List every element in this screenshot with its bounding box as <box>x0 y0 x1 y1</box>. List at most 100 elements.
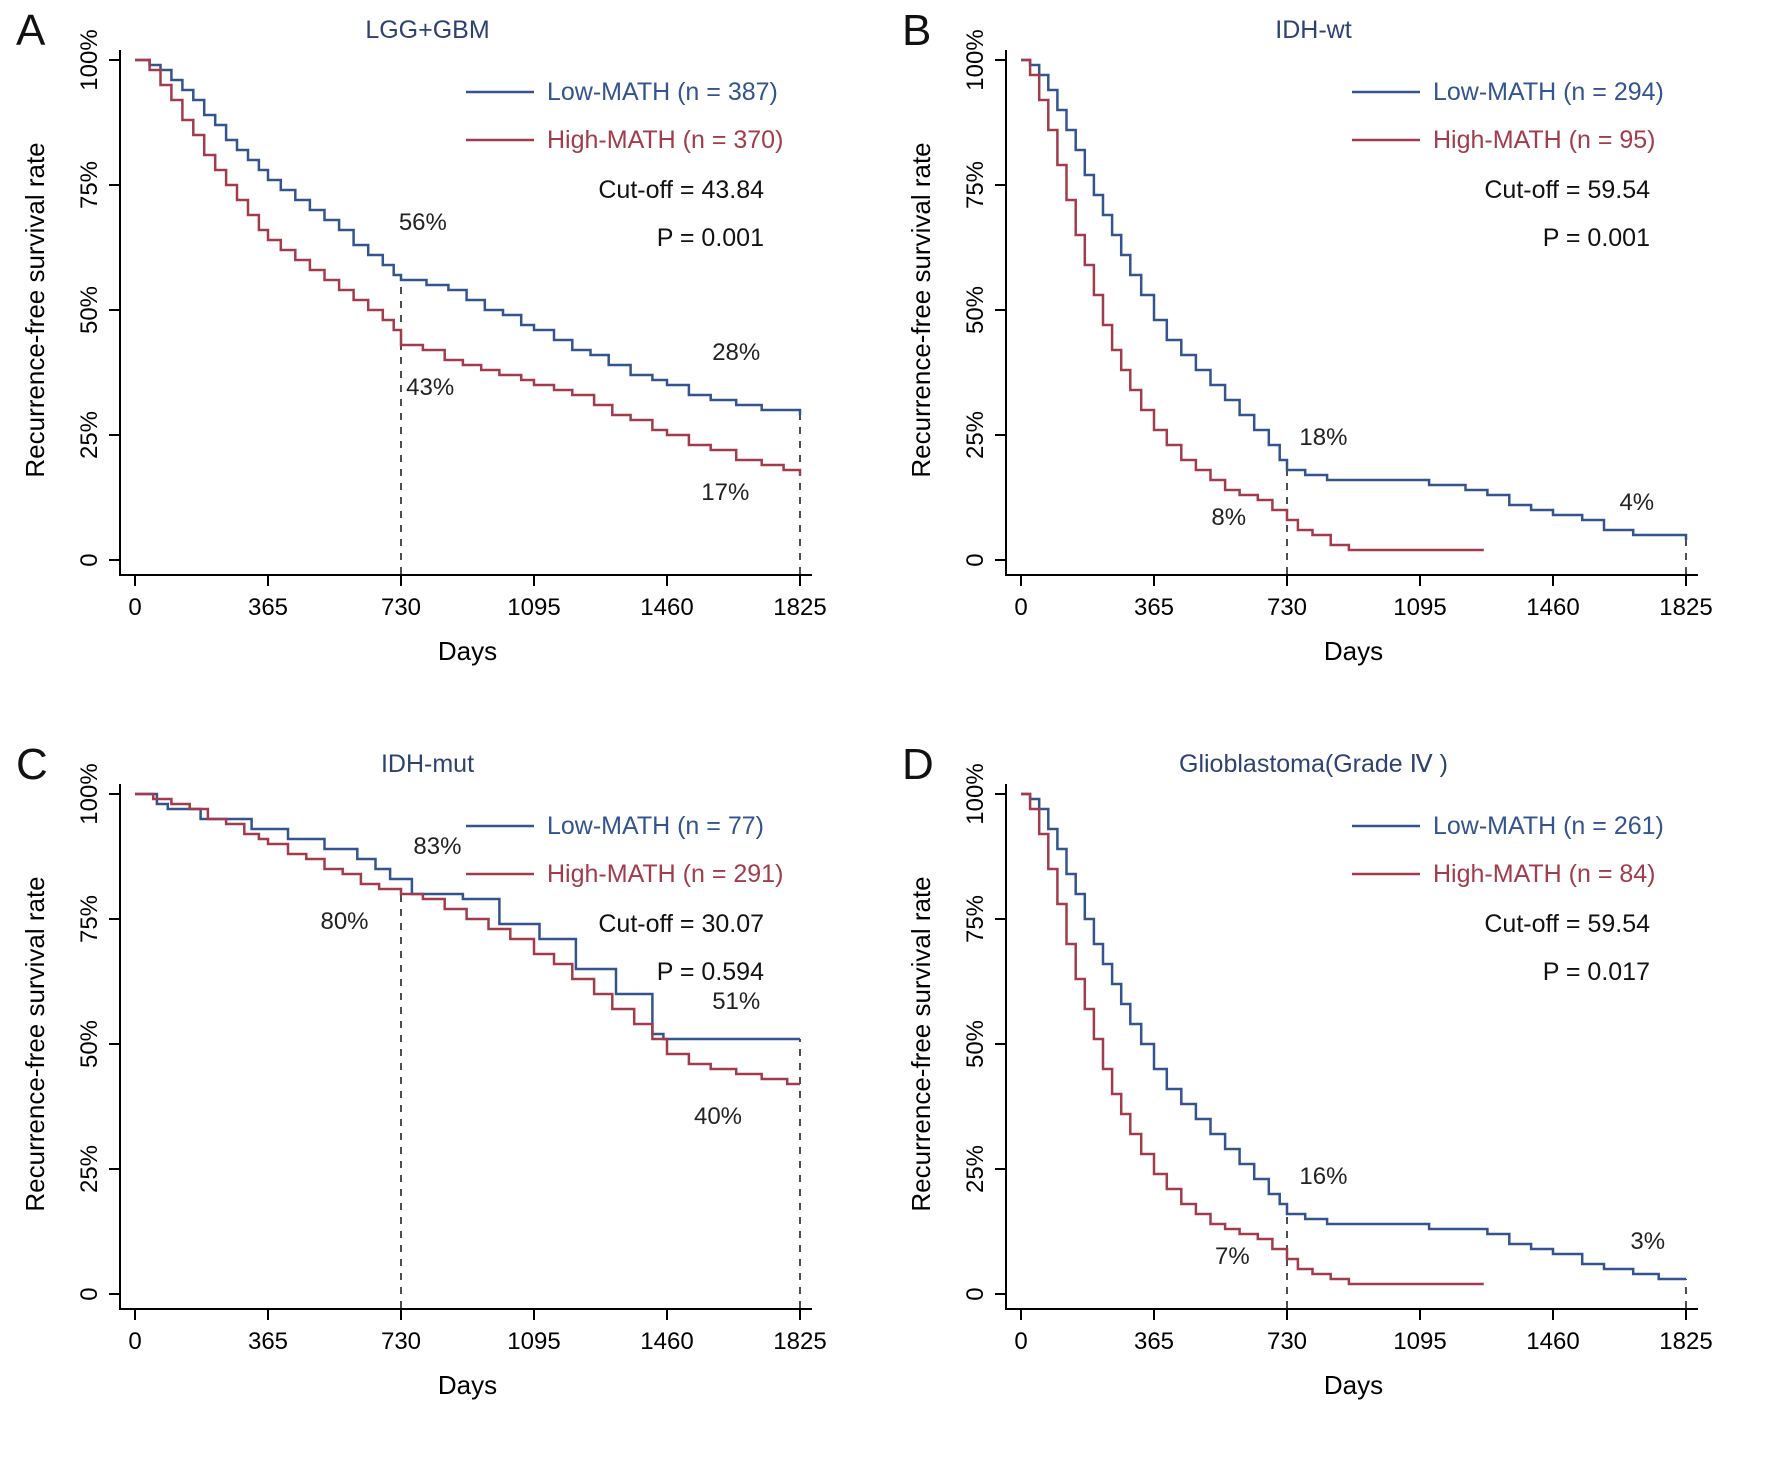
annotation-51%: 51% <box>712 988 760 1015</box>
km-curve-high-math <box>135 792 800 1086</box>
y-tick-label: 25% <box>76 411 103 459</box>
y-tick-label: 50% <box>962 286 989 334</box>
annotation-83%: 83% <box>413 833 461 860</box>
survival-plot-D: 0 365 730 1095 1460 1825 0 25% 50% 75% 100% Days Rec… <box>906 750 1713 1400</box>
panel-label-D: D <box>902 740 935 789</box>
x-tick-label: 730 <box>381 1328 421 1355</box>
annotation-80%: 80% <box>320 908 368 935</box>
x-tick-label: 1460 <box>640 1328 693 1355</box>
y-tick-label: 0 <box>962 1287 989 1300</box>
panel-B: B 0 365 730 1095 1460 1825 0 25% 50% 75% 100% Days R… <box>886 0 1772 734</box>
legend-label-low-math: Low-MATH (n = 261) <box>1433 812 1664 840</box>
pvalue-text: P = 0.594 <box>657 958 764 986</box>
legend-label-high-math: High-MATH (n = 291) <box>547 860 783 888</box>
x-tick-label: 1460 <box>1526 1328 1579 1355</box>
legend-label-high-math: High-MATH (n = 84) <box>1433 860 1656 888</box>
x-tick-label: 1095 <box>507 1328 560 1355</box>
panel-title: LGG+GBM <box>365 16 489 44</box>
y-tick-label: 50% <box>76 286 103 334</box>
annotation-16%: 16% <box>1299 1163 1347 1190</box>
annotation-8%: 8% <box>1211 504 1246 531</box>
annotation-28%: 28% <box>712 339 760 366</box>
x-tick-label: 730 <box>381 594 421 621</box>
x-tick-label: 365 <box>248 594 288 621</box>
y-tick-label: 75% <box>76 895 103 943</box>
x-tick-label: 0 <box>1014 1328 1027 1355</box>
y-tick-label: 75% <box>962 161 989 209</box>
km-curve-low-math <box>1021 792 1686 1281</box>
x-tick-label: 0 <box>128 1328 141 1355</box>
x-axis-label: Days <box>1324 636 1383 666</box>
pvalue-text: P = 0.001 <box>1543 224 1650 252</box>
panel-label-A: A <box>16 6 47 55</box>
y-tick-label: 25% <box>962 411 989 459</box>
annotation-17%: 17% <box>701 479 749 506</box>
x-tick-label: 1095 <box>507 594 560 621</box>
y-tick-label: 75% <box>76 161 103 209</box>
annotation-56%: 56% <box>399 209 447 236</box>
km-curve-low-math <box>135 792 800 1041</box>
y-tick-label: 100% <box>962 29 989 90</box>
survival-plot-B: 0 365 730 1095 1460 1825 0 25% 50% 75% 100% Days Rec… <box>906 16 1713 666</box>
legend-label-low-math: Low-MATH (n = 77) <box>547 812 764 840</box>
cutoff-text: Cut-off = 30.07 <box>598 910 764 938</box>
km-curve-low-math <box>1021 58 1688 540</box>
panel-title: Glioblastoma(Grade Ⅳ ) <box>1179 750 1448 778</box>
y-tick-label: 75% <box>962 895 989 943</box>
y-tick-label: 100% <box>962 763 989 824</box>
x-axis-label: Days <box>438 1370 497 1400</box>
y-tick-label: 50% <box>962 1020 989 1068</box>
x-tick-label: 365 <box>1134 1328 1174 1355</box>
km-curve-high-math <box>1021 792 1484 1286</box>
x-tick-label: 730 <box>1267 594 1307 621</box>
y-tick-label: 100% <box>76 763 103 824</box>
y-tick-label: 25% <box>962 1145 989 1193</box>
y-tick-label: 100% <box>76 29 103 90</box>
annotation-40%: 40% <box>694 1103 742 1130</box>
panel-A: A 0 365 730 1095 1460 1825 0 25% 50% 75% 100% Days R… <box>0 0 886 734</box>
y-axis-label: Recurrence-free survival rate <box>906 142 936 477</box>
x-tick-label: 1825 <box>1659 1328 1712 1355</box>
panel-D: D 0 365 730 1095 1460 1825 0 25% 50% 75% 100% Days R… <box>886 734 1772 1469</box>
y-tick-label: 0 <box>962 553 989 566</box>
cutoff-text: Cut-off = 43.84 <box>598 176 764 204</box>
y-tick-label: 0 <box>76 553 103 566</box>
y-tick-label: 50% <box>76 1020 103 1068</box>
y-axis-label: Recurrence-free survival rate <box>20 876 50 1211</box>
x-tick-label: 365 <box>1134 594 1174 621</box>
x-tick-label: 0 <box>1014 594 1027 621</box>
annotation-18%: 18% <box>1299 424 1347 451</box>
km-curve-high-math <box>1021 58 1484 552</box>
panel-label-C: C <box>16 740 49 789</box>
y-axis-label: Recurrence-free survival rate <box>906 876 936 1211</box>
x-tick-label: 1095 <box>1393 594 1446 621</box>
y-tick-label: 0 <box>76 1287 103 1300</box>
x-tick-label: 1460 <box>640 594 693 621</box>
x-tick-label: 0 <box>128 594 141 621</box>
annotation-7%: 7% <box>1215 1243 1250 1270</box>
pvalue-text: P = 0.017 <box>1543 958 1650 986</box>
annotation-3%: 3% <box>1630 1228 1665 1255</box>
panel-C: C 0 365 730 1095 1460 1825 0 25% 50% 75% 100% Days R… <box>0 734 886 1469</box>
cutoff-text: Cut-off = 59.54 <box>1484 176 1650 204</box>
km-curve-high-math <box>135 58 802 475</box>
panel-title: IDH-mut <box>381 750 474 778</box>
legend-label-high-math: High-MATH (n = 95) <box>1433 126 1656 154</box>
annotation-43%: 43% <box>406 374 454 401</box>
km-curve-low-math <box>135 58 802 415</box>
x-axis-label: Days <box>438 636 497 666</box>
x-tick-label: 1825 <box>773 1328 826 1355</box>
x-tick-label: 1825 <box>773 594 826 621</box>
survival-plot-A: 0 365 730 1095 1460 1825 0 25% 50% 75% 100% Days Rec… <box>20 16 827 666</box>
legend-label-low-math: Low-MATH (n = 387) <box>547 78 778 106</box>
pvalue-text: P = 0.001 <box>657 224 764 252</box>
panel-label-B: B <box>902 6 933 55</box>
x-tick-label: 730 <box>1267 1328 1307 1355</box>
y-axis-label: Recurrence-free survival rate <box>20 142 50 477</box>
legend-label-low-math: Low-MATH (n = 294) <box>1433 78 1664 106</box>
x-axis-label: Days <box>1324 1370 1383 1400</box>
x-tick-label: 1460 <box>1526 594 1579 621</box>
x-tick-label: 1825 <box>1659 594 1712 621</box>
annotation-4%: 4% <box>1619 489 1654 516</box>
